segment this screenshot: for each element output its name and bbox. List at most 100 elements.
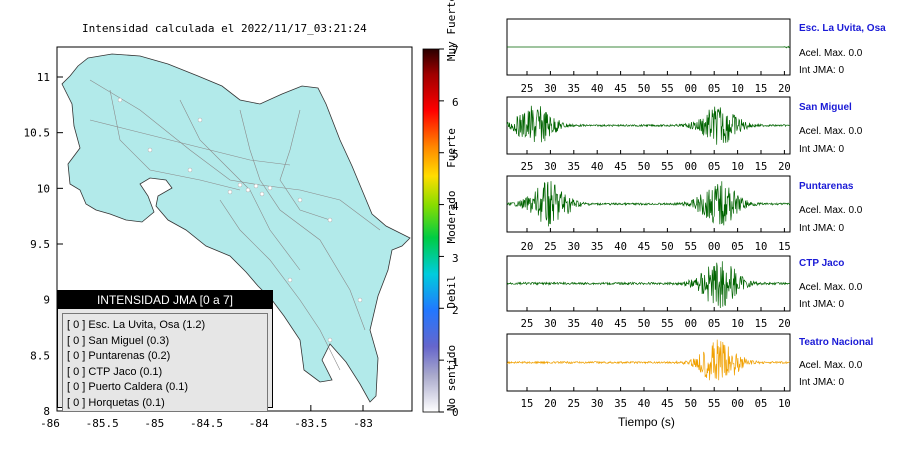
seismogram-tick-label: 25 — [521, 83, 534, 95]
seismogram-panel: 25 30 35 40 45 50 55 00 05 10 15 20 — [506, 96, 791, 173]
legend-item: [ 0 ] CTP Jaco (0.1) — [67, 365, 163, 378]
seismogram-tick-label: 50 — [638, 83, 651, 95]
seismogram-tick-label: 55 — [661, 161, 674, 173]
seismogram-tick-label: 35 — [567, 318, 580, 330]
legend-item: [ 0 ] Horquetas (0.1) — [67, 396, 165, 409]
seismogram-tick-label: 40 — [591, 318, 604, 330]
seismogram-tick-label: 30 — [544, 318, 557, 330]
colorbar-tick: 6 — [452, 96, 459, 109]
station-name-teatro-nacional: Teatro Nacional — [799, 337, 874, 348]
map-y-tick-label: 8.5 — [30, 349, 50, 362]
station-acc: Acel. Max. 0.0 — [799, 205, 863, 216]
seismogram-tick-label: 25 — [567, 398, 580, 410]
seismogram-tick-label: 45 — [661, 398, 674, 410]
seismogram-tick-label: 45 — [638, 241, 651, 253]
seismogram-tick-label: 40 — [591, 83, 604, 95]
map-x-tick-label: -85 — [144, 417, 164, 430]
seismogram-tick-label: 15 — [755, 161, 768, 173]
station-name-san-miguel: San Miguel — [799, 102, 852, 113]
seismogram-tick-label: 25 — [544, 241, 557, 253]
map-x-tick-label: -85.5 — [86, 417, 119, 430]
seismogram-tick-label: 40 — [591, 161, 604, 173]
colorbar-tick-labels: 7 6 5 4 3 2 1 0 — [452, 40, 464, 420]
seismogram-tick-label: 15 — [755, 318, 768, 330]
map-x-tick-label: -83.5 — [294, 417, 327, 430]
seismogram-tick-label: 10 — [731, 161, 744, 173]
seismogram-panel: 25 30 35 40 45 50 55 00 05 10 15 20 — [506, 18, 791, 95]
x-axis-label: Tiempo (s) — [618, 415, 675, 429]
colorbar-tick: 2 — [452, 304, 459, 317]
map-y-tick-label: 10 — [37, 182, 50, 195]
colorbar-tick: 7 — [452, 44, 459, 57]
seismogram-trace — [507, 45, 791, 49]
seismogram-trace — [506, 105, 791, 145]
seismogram-tick-label: 30 — [544, 161, 557, 173]
seismogram-tick-label: 10 — [778, 398, 791, 410]
colorbar-gradient — [422, 48, 440, 413]
seismogram-tick-label: 15 — [778, 241, 791, 253]
colorbar-tick: 0 — [452, 406, 459, 419]
seismogram-tick-label: 25 — [521, 318, 534, 330]
map-x-tick-label: -84.5 — [190, 417, 223, 430]
seismogram-trace — [506, 181, 791, 227]
map-x-ticks: -86 -85.5 -85 -84.5 -84 -83.5 -83 — [40, 405, 373, 430]
seismogram-tick-label: 45 — [614, 318, 627, 330]
station-int: Int JMA: 0 — [799, 65, 845, 76]
seismogram-tick-label: 10 — [731, 83, 744, 95]
seismogram-panel: 15 20 25 30 35 40 45 50 55 00 05 10 — [506, 333, 791, 410]
seismogram-panel: 25 30 35 40 45 50 55 00 05 10 15 20 — [506, 255, 791, 330]
seismogram-tick-label: 05 — [755, 398, 768, 410]
seismogram-tick-label: 35 — [567, 83, 580, 95]
colorbar-tick: 5 — [452, 148, 459, 161]
station-acc: Acel. Max. 0.0 — [799, 282, 863, 293]
seismogram-tick-label: 00 — [708, 241, 721, 253]
seismogram-tick-label: 50 — [661, 241, 674, 253]
seismogram-trace — [507, 261, 791, 309]
seismogram-tick-label: 30 — [567, 241, 580, 253]
legend-list: [ 0 ] Esc. La Uvita, Osa (1.2) [ 0 ] San… — [62, 313, 268, 412]
station-acc: Acel. Max. 0.0 — [799, 360, 863, 371]
colorbar-tick: 4 — [452, 200, 459, 213]
legend-item: [ 0 ] Puerto Caldera (0.1) — [67, 381, 189, 393]
seismogram-tick-label: 40 — [638, 398, 651, 410]
seismogram-tick-label: 00 — [684, 318, 697, 330]
station-int: Int JMA: 0 — [799, 377, 845, 388]
seismogram-tick-label: 50 — [638, 161, 651, 173]
seismogram-tick-label: 00 — [731, 398, 744, 410]
station-acc: Acel. Max. 0.0 — [799, 126, 863, 137]
map-y-tick-label: 9.5 — [30, 238, 50, 251]
map-y-tick-label: 9 — [43, 294, 50, 307]
seismogram-panel: 20 25 30 35 40 45 50 55 00 05 10 15 — [506, 175, 791, 253]
seismogram-tick-label: 10 — [755, 241, 768, 253]
seismogram-tick-label: 05 — [708, 83, 721, 95]
seismogram-tick-label: 35 — [567, 161, 580, 173]
seismogram-tick-label: 20 — [521, 241, 534, 253]
seismogram-tick-label: 45 — [614, 161, 627, 173]
seismogram-tick-label: 45 — [614, 83, 627, 95]
seismogram-tick-label: 10 — [731, 318, 744, 330]
seismogram-tick-label: 20 — [544, 398, 557, 410]
seismogram-tick-label: 05 — [731, 241, 744, 253]
road-network — [89, 79, 381, 371]
seismogram-trace — [506, 339, 791, 381]
station-int: Int JMA: 0 — [799, 299, 845, 310]
seismogram-tick-label: 30 — [591, 398, 604, 410]
map-x-tick-label: -84 — [249, 417, 269, 430]
station-name-uvita: Esc. La Uvita, Osa — [799, 23, 886, 34]
seismogram-tick-label: 00 — [684, 83, 697, 95]
station-int: Int JMA: 0 — [799, 223, 845, 234]
seismogram-tick-label: 25 — [521, 161, 534, 173]
map-x-tick-label: -86 — [40, 417, 60, 430]
seismogram-tick-label: 30 — [544, 83, 557, 95]
map-y-tick-label: 11 — [37, 71, 50, 84]
legend-item: [ 0 ] Puntarenas (0.2) — [67, 350, 171, 362]
map-y-tick-label: 8 — [43, 405, 50, 418]
seismogram-tick-label: 55 — [708, 398, 721, 410]
seismogram-tick-label: 50 — [638, 318, 651, 330]
seismogram-tick-label: 05 — [708, 318, 721, 330]
intensity-legend: INTENSIDAD JMA [0 a 7] [ 0 ] Esc. La Uvi… — [57, 290, 273, 412]
seismogram-tick-label: 05 — [708, 161, 721, 173]
seismogram-tick-label: 35 — [591, 241, 604, 253]
seismogram-tick-label: 35 — [614, 398, 627, 410]
